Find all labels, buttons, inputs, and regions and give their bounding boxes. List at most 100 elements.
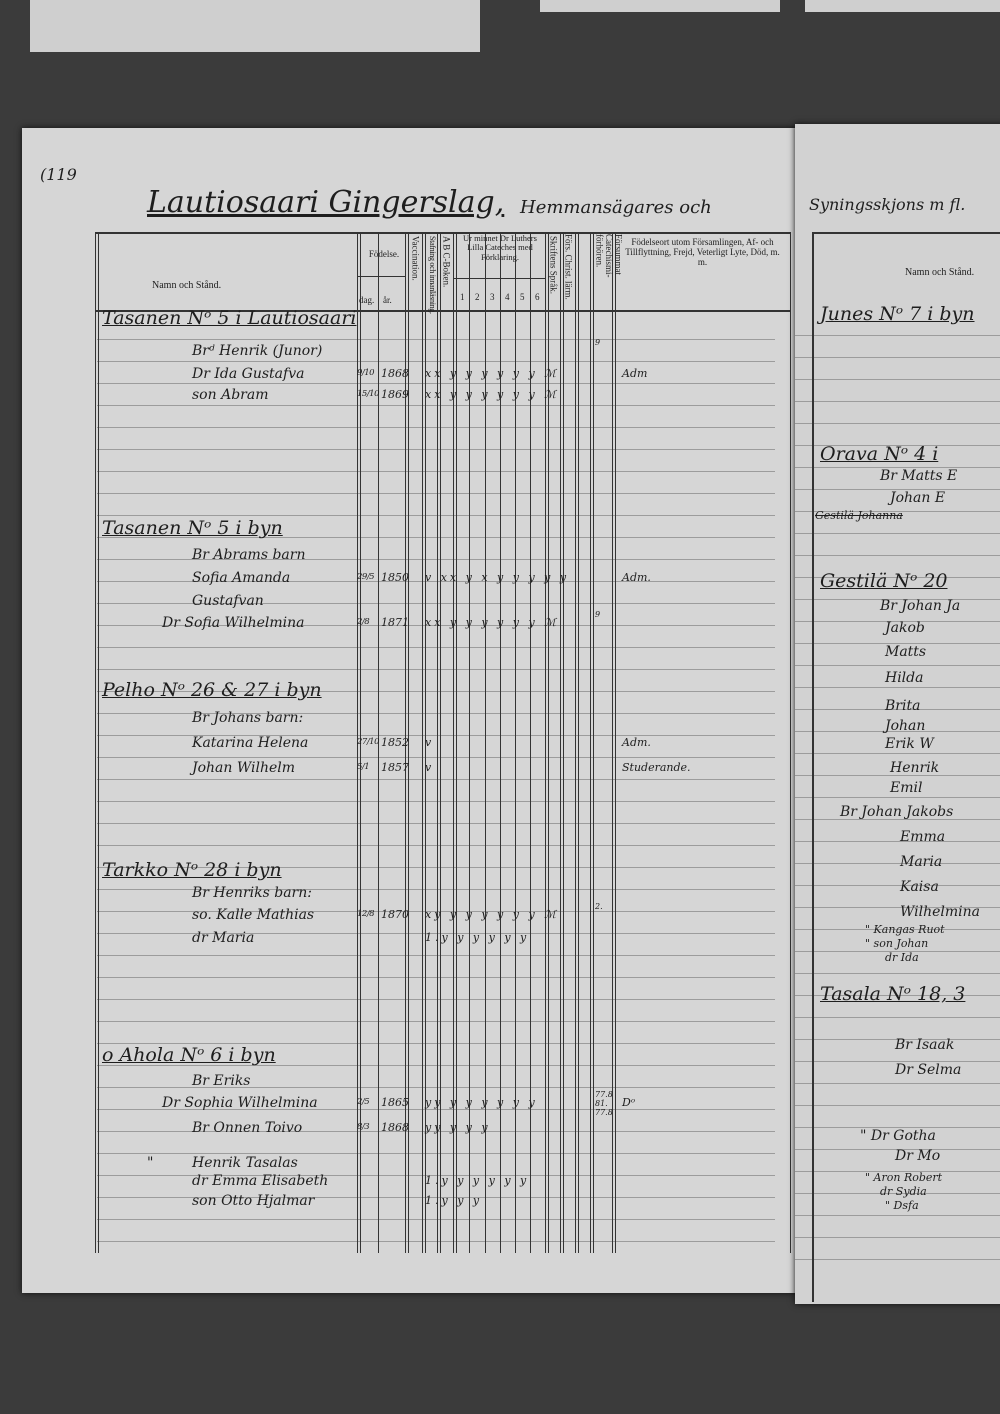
column-rule — [515, 232, 516, 1253]
person-name: son Abram — [192, 387, 269, 403]
column-rule — [790, 232, 791, 1253]
household-heading: Tasanen Nᵒ 5 i byn — [102, 517, 283, 539]
header-missed: Försummat Catechismi-förhören. — [594, 234, 624, 278]
column-rule — [590, 232, 591, 1253]
column-rule — [593, 232, 594, 1253]
birth-year: 1868 — [381, 1121, 409, 1134]
examination-marks: 1.y y y — [425, 1194, 483, 1207]
person-name: Br Henriks barn: — [192, 885, 312, 901]
ruled-lines — [97, 318, 775, 1243]
ditto-mark: " — [147, 1155, 154, 1171]
page-title-continued: Hemmansägares och — [520, 197, 712, 218]
person-name: Br Onnen Toivo — [192, 1120, 303, 1136]
person-name: Brita — [885, 698, 921, 714]
column-rule — [425, 232, 426, 1253]
birth-year: 1870 — [381, 908, 409, 921]
header-rule — [95, 232, 790, 234]
person-name: Katarina Helena — [192, 735, 309, 751]
person-name: Br Johans barn: — [192, 710, 304, 726]
person-name: Br Abrams barn — [192, 547, 306, 563]
header-rule — [453, 278, 545, 279]
column-rule — [453, 232, 454, 1253]
household-heading: Orava Nᵒ 4 i — [820, 443, 939, 465]
column-rule — [456, 232, 457, 1253]
person-name: dr Maria — [192, 930, 255, 946]
person-name: Johan — [885, 718, 926, 734]
person-name: Br Isaak — [895, 1037, 955, 1053]
column-rule — [440, 232, 441, 1253]
column-rule — [612, 232, 613, 1253]
header-catechism-col: 6 — [535, 292, 540, 302]
birth-day: 12/8 — [357, 909, 375, 919]
birth-day: 15/10 — [357, 389, 380, 399]
household-heading: Gestilä Nᵒ 20 — [820, 570, 948, 592]
page-title: Lautiosaari Gingerslag, — [147, 185, 505, 220]
examination-marks: xx y y y y y y ℳ — [425, 388, 559, 401]
header-rule — [357, 276, 405, 277]
missed-examinations: 9 — [595, 338, 601, 347]
examination-marks: 1.y y y y y y — [425, 1174, 530, 1187]
person-name: Br Matts E — [880, 468, 958, 484]
household-heading: Tasala Nᵒ 18, 3 — [820, 983, 966, 1005]
column-rule — [360, 232, 361, 1253]
birth-year: 1857 — [381, 761, 409, 774]
column-rule — [575, 232, 576, 1253]
header-catechism-col: 5 — [520, 292, 525, 302]
missed-examinations: 2. — [595, 902, 603, 911]
examination-marks: xx y y y y y y ℳ — [425, 367, 559, 380]
birth-year: 1868 — [381, 367, 409, 380]
examination-marks: xy y y y y y y ℳ — [425, 908, 559, 921]
ruled-lines — [795, 314, 1000, 1264]
table-border — [812, 232, 1000, 234]
column-rule — [408, 232, 409, 1253]
remark: Studerande. — [622, 761, 691, 774]
column-rule — [357, 232, 358, 1253]
person-name: Henrik Tasalas — [192, 1155, 298, 1171]
person-name: dr Emma Elisabeth — [192, 1173, 329, 1189]
birth-day: 2/5 — [357, 1097, 370, 1107]
page-number: (119 — [40, 165, 77, 184]
person-name: Emma — [900, 829, 946, 845]
remark: Adm. — [622, 736, 651, 749]
person-name: Henrik — [890, 760, 940, 776]
person-name: Dr Selma — [895, 1062, 962, 1078]
right-page: Syningsskjons m fl. Namn och Stånd. June… — [795, 124, 1000, 1304]
person-name: dr Sydia — [880, 1185, 927, 1198]
header-year: år. — [383, 295, 392, 305]
household-heading: Pelho Nᵒ 26 & 27 i byn — [102, 679, 322, 701]
header-catechism-col: 4 — [505, 292, 510, 302]
person-name: Br Eriks — [192, 1073, 251, 1089]
column-rule — [95, 232, 96, 1253]
adjacent-sheet-fragment — [30, 0, 480, 52]
column-rule — [405, 232, 406, 1253]
header-rule — [95, 310, 790, 312]
person-name: " Dsfa — [885, 1199, 919, 1212]
person-name: Matts — [885, 644, 927, 660]
household-heading: Tasanen Nᵒ 5 i Lautiosaari — [102, 307, 357, 329]
person-name: Dr Sofia Wilhelmina — [162, 615, 305, 631]
person-name: so. Kalle Mathias — [192, 907, 315, 923]
birth-year: 1871 — [381, 616, 409, 629]
person-name: Johan Wilhelm — [192, 760, 296, 776]
person-name: Dr Mo — [895, 1148, 941, 1164]
examination-marks: xx y y y y y y ℳ — [425, 616, 559, 629]
header-catechism-col: 1 — [460, 292, 465, 302]
person-name: " Dr Gotha — [860, 1128, 936, 1144]
header-abc: A B C-Boken. — [441, 236, 452, 288]
remark: Adm — [622, 367, 648, 380]
remark: Dᵒ — [622, 1096, 636, 1109]
person-name: " son Johan — [865, 937, 929, 950]
table-border — [812, 232, 814, 1302]
birth-day: 8/3 — [357, 1122, 370, 1132]
person-name: Gestilä Johanna — [815, 509, 903, 522]
birth-year: 1850 — [381, 571, 409, 584]
remark: Adm. — [622, 571, 651, 584]
person-name: Br Johan Jakobs — [840, 804, 954, 820]
column-rule — [578, 232, 579, 1253]
header-catechism: Ur minnet Dr Luthers Lilla Cateches med … — [463, 233, 537, 262]
household-heading: Tarkko Nᵒ 28 i byn — [102, 859, 282, 881]
household-heading: Junes Nᵒ 7 i byn — [820, 303, 975, 325]
examination-marks: v — [425, 736, 435, 749]
missed-examinations: 9 — [595, 610, 601, 619]
header-birth: Födelse. — [368, 249, 400, 259]
